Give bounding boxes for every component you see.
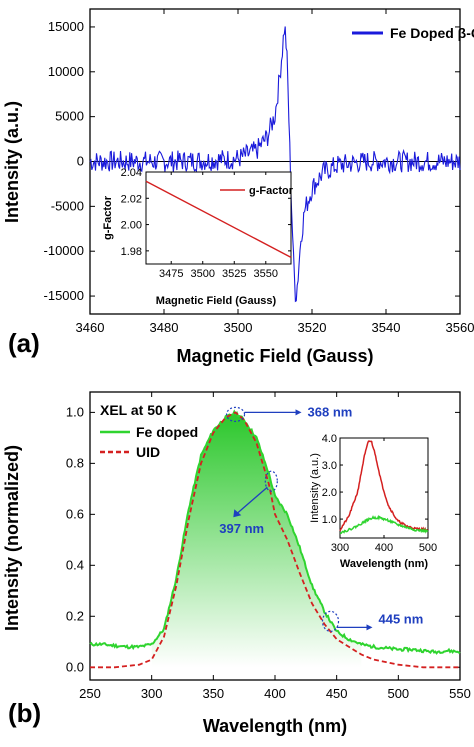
panel-b: 250 300 350 400 450 500 5500.00.20.40.60.81.0 …: [2, 391, 471, 736]
panel-a: 3460 3480 3500 3520 3540 3560 -15000 -10000 -500…: [2, 8, 474, 366]
uid-line: [90, 411, 460, 669]
inset-b-xlabel: Wavelength (nm): [340, 558, 429, 570]
x-tick-label: 3520: [298, 320, 327, 335]
y-tick-label: -5000: [51, 198, 84, 213]
label-397: 397 nm: [219, 521, 264, 536]
legend-ai-label: g-Factor: [249, 185, 294, 197]
x-tick-label: 300: [141, 686, 163, 701]
inset-a-xlabel: Magnetic Field (Gauss): [156, 295, 277, 307]
x-tick-label: 400: [264, 686, 286, 701]
y-tick-label: 0.2: [66, 608, 84, 623]
g-factor-line: [145, 180, 292, 259]
arrowhead-397: [233, 509, 242, 518]
label-445: 445 nm: [379, 611, 424, 626]
inset-b-ylabel: Intensity (a.u.): [309, 453, 321, 523]
panel-b-inset: 300 400 500 1.0 2.0 3.0 4.0 Wavelength (nm) In…: [309, 433, 437, 570]
panel-b-annotations: 368 nm 397 nm 445 nm: [219, 404, 424, 632]
x-tick-label: 300: [331, 542, 349, 554]
inset-fe-doped-line: [339, 514, 429, 535]
inset-a-series: [145, 180, 292, 259]
inset-uid-line: [339, 440, 428, 533]
x-tick-label: 3550: [254, 268, 278, 280]
y-tick-label: 15000: [48, 19, 84, 34]
y-tick-label: 5000: [55, 109, 84, 124]
y-tick-label: 2.0: [322, 487, 337, 499]
y-tick-label: 0.8: [66, 455, 84, 470]
y-tick-label: 0: [77, 154, 84, 169]
y-tick-label: 4.0: [322, 433, 337, 445]
y-tick-label: -10000: [44, 243, 84, 258]
x-tick-label: 550: [449, 686, 471, 701]
panel-b-label: (b): [8, 698, 41, 728]
inset-b-ticks: 300 400 500 1.0 2.0 3.0 4.0: [322, 433, 437, 554]
y-tick-label: -15000: [44, 288, 84, 303]
arrowhead-445: [366, 624, 373, 631]
label-368: 368 nm: [308, 404, 353, 419]
inset-b-series: [339, 440, 429, 535]
x-tick-label: 500: [419, 542, 437, 554]
marker-445: [321, 610, 340, 632]
panel-b-ticks: 250 300 350 400 450 500 550 0.0 0.2 0.4 0.6 0.8 1.0: [66, 392, 471, 701]
fe-doped-fill: [151, 412, 362, 668]
x-tick-label: 3560: [446, 320, 474, 335]
x-tick-label: 3500: [190, 268, 214, 280]
legend-b-label-uid: UID: [136, 444, 160, 460]
x-tick-label: 400: [375, 542, 393, 554]
panel-a-inset: 3475 3500 3525 3550 1.98 2.00 2.02 2.04 Magneti…: [102, 167, 294, 307]
x-tick-label: 500: [387, 686, 409, 701]
panel-b-ylabel: Intensity (normalized): [2, 445, 22, 631]
marker-397: [264, 470, 278, 492]
y-tick-label: 0.4: [66, 557, 84, 572]
inset-a-ticks: 3475 3500 3525 3550 1.98 2.00 2.02 2.04: [121, 167, 291, 280]
epr-spectrum-line: [89, 26, 461, 303]
panel-a-series: [89, 26, 461, 303]
x-tick-label: 350: [202, 686, 224, 701]
x-tick-label: 3540: [372, 320, 401, 335]
panel-a-ylabel: Intensity (a.u.): [2, 101, 22, 223]
panel-b-xlabel: Wavelength (nm): [203, 716, 347, 736]
y-tick-label: 2.02: [121, 193, 142, 205]
y-tick-label: 3.0: [322, 460, 337, 472]
arrow-397: [236, 486, 268, 514]
panel-b-series: [89, 409, 461, 669]
y-tick-label: 1.0: [322, 514, 337, 526]
y-tick-label: 0.0: [66, 659, 84, 674]
panel-a-ticks: 3460 3480 3500 3520 3540 3560 -15000 -10000 -500…: [44, 9, 474, 335]
x-tick-label: 3475: [159, 268, 183, 280]
y-tick-label: 2.00: [121, 220, 142, 232]
x-tick-label: 3460: [76, 320, 105, 335]
panel-b-condition: XEL at 50 K: [100, 402, 177, 418]
inset-a-ylabel: g-Factor: [102, 195, 114, 240]
legend-a-label: Fe Doped β-Ga2O3: [390, 25, 474, 41]
x-tick-label: 250: [79, 686, 101, 701]
marker-368: [225, 406, 246, 422]
x-tick-label: 3500: [224, 320, 253, 335]
y-tick-label: 1.98: [121, 246, 142, 258]
x-tick-label: 3480: [150, 320, 179, 335]
arrowhead-368: [295, 409, 302, 416]
y-tick-label: 2.04: [121, 167, 142, 179]
panel-a-label: (a): [8, 328, 40, 358]
y-tick-label: 10000: [48, 64, 84, 79]
fe-doped-line: [89, 409, 461, 655]
inset-a-frame: [145, 171, 292, 265]
x-tick-label: 3525: [222, 268, 246, 280]
legend-b-label-fe: Fe doped: [136, 424, 198, 440]
x-tick-label: 450: [326, 686, 348, 701]
panel-a-xlabel: Magnetic Field (Gauss): [176, 346, 373, 366]
y-tick-label: 1.0: [66, 404, 84, 419]
y-tick-label: 0.6: [66, 506, 84, 521]
inset-b-frame: [339, 437, 429, 539]
